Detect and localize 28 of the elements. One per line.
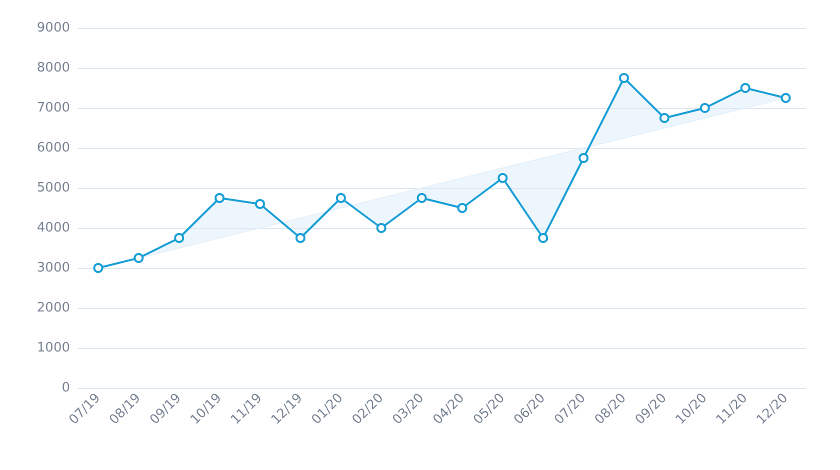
y-tick-label: 6000	[36, 140, 70, 156]
point	[295, 233, 306, 243]
y-tick-label: 5000	[36, 180, 70, 196]
point	[174, 233, 184, 243]
y-tick-label: 4000	[36, 220, 70, 236]
point	[498, 173, 508, 183]
point	[336, 193, 346, 203]
y-tick-label: 2000	[36, 300, 70, 316]
y-tick-label: 0	[62, 380, 70, 396]
point	[376, 223, 386, 233]
y-tick-label: 7000	[36, 100, 70, 116]
point	[538, 233, 548, 243]
point	[214, 193, 225, 203]
y-tick-label: 9000	[36, 20, 70, 36]
y-tick-label: 8000	[36, 60, 70, 76]
point	[659, 113, 670, 123]
point	[255, 199, 265, 209]
point	[740, 83, 750, 93]
point	[134, 253, 144, 263]
point	[780, 93, 791, 103]
y-tick-label: 1000	[36, 340, 70, 356]
point	[619, 73, 629, 83]
point	[93, 263, 104, 273]
point	[578, 153, 589, 163]
point	[457, 203, 468, 213]
point	[416, 193, 427, 203]
point	[700, 103, 710, 113]
y-tick-label: 3000	[36, 260, 70, 276]
